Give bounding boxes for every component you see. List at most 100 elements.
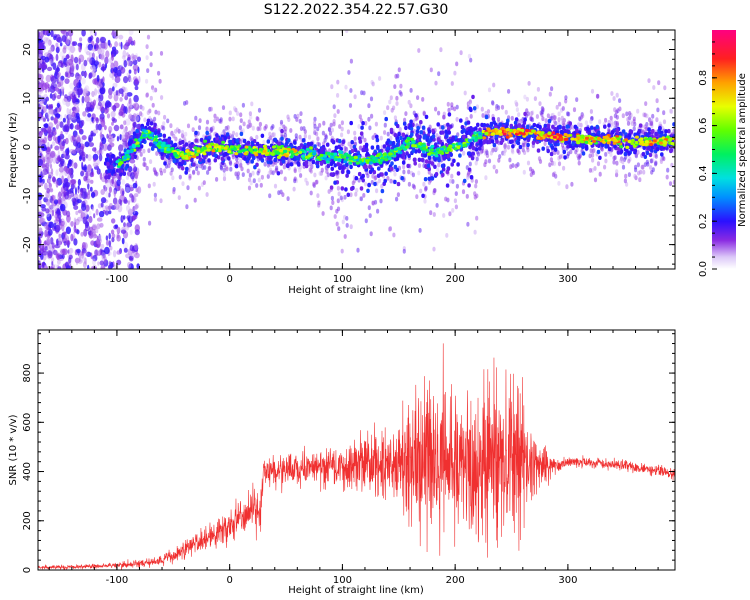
spectrogram-point bbox=[118, 34, 124, 40]
spectrogram-point bbox=[41, 82, 48, 91]
spectrogram-point bbox=[289, 162, 294, 167]
spectrogram-point bbox=[518, 144, 523, 150]
spectrogram-point bbox=[407, 169, 411, 175]
spectrogram-point bbox=[654, 160, 658, 166]
spectrogram-point bbox=[384, 116, 389, 122]
spectrogram-point bbox=[251, 125, 255, 131]
spectrogram-point bbox=[111, 218, 116, 224]
spectrogram-point bbox=[332, 119, 336, 124]
spectrogram-point bbox=[145, 55, 149, 60]
spectrogram-point bbox=[546, 113, 551, 119]
spectrogram-point bbox=[350, 140, 355, 145]
spectrogram-point bbox=[134, 85, 139, 91]
spectrogram-point bbox=[97, 101, 102, 107]
spectrogram-point bbox=[104, 63, 108, 69]
spectrogram-point bbox=[95, 56, 98, 62]
spectrogram-point bbox=[84, 171, 91, 177]
spectrogram-point bbox=[104, 210, 109, 216]
spectrogram-point bbox=[141, 106, 145, 111]
spectrogram-point bbox=[94, 44, 97, 50]
spectrogram-point bbox=[506, 144, 510, 150]
spectrogram-point bbox=[666, 167, 670, 173]
spectrogram-point bbox=[49, 205, 54, 210]
spectrogram-point bbox=[132, 64, 139, 71]
spectrogram-point bbox=[533, 96, 538, 101]
spectrogram-point bbox=[489, 150, 493, 156]
spectrogram-point bbox=[70, 183, 75, 190]
spectrogram-point bbox=[398, 126, 402, 132]
spectrogram-point bbox=[346, 129, 350, 135]
spectrogram-point bbox=[260, 133, 265, 138]
spectrogram-point bbox=[655, 147, 660, 152]
spectrogram-point bbox=[38, 227, 43, 233]
spectrogram-point bbox=[160, 95, 164, 100]
spectrogram-point bbox=[437, 158, 441, 163]
spectrogram-point bbox=[578, 153, 583, 159]
spectrogram-point bbox=[52, 128, 57, 135]
spectrogram-point bbox=[238, 163, 242, 169]
spectrogram-point bbox=[116, 226, 121, 234]
spectrogram-point bbox=[178, 161, 182, 167]
spectrogram-point bbox=[163, 168, 167, 174]
spectrogram-point bbox=[124, 92, 128, 98]
spectrogram-point bbox=[42, 45, 46, 50]
spectrogram-point bbox=[536, 87, 541, 92]
spectrogram-point bbox=[277, 190, 281, 196]
spectrogram-point bbox=[134, 242, 139, 251]
spectrogram-point bbox=[337, 226, 341, 232]
spectrogram-point bbox=[92, 52, 95, 59]
spectrogram-point bbox=[238, 125, 242, 131]
spectrogram-point bbox=[435, 167, 440, 173]
spectrogram-point bbox=[514, 124, 518, 129]
spectrogram-point bbox=[125, 39, 128, 47]
spectrogram-point bbox=[407, 181, 411, 187]
spectrogram-point bbox=[541, 146, 545, 151]
spectrogram-point bbox=[50, 30, 54, 38]
spectrogram-point bbox=[647, 127, 651, 132]
spectrogram-point bbox=[89, 116, 93, 125]
spectrogram-point bbox=[113, 60, 116, 65]
spectrogram-point bbox=[81, 203, 87, 211]
spectrogram-point bbox=[58, 154, 61, 161]
spectrogram-point bbox=[183, 101, 187, 106]
spectrogram-point bbox=[149, 121, 154, 126]
spectrogram-point bbox=[399, 91, 403, 97]
spectrogram-point bbox=[49, 188, 54, 193]
spectrogram-point bbox=[256, 116, 260, 122]
spectrogram-point bbox=[77, 259, 83, 264]
spectrogram-point bbox=[44, 182, 48, 190]
spectrogram-point bbox=[304, 160, 309, 165]
spectrogram-point bbox=[615, 169, 619, 175]
spectrogram-point bbox=[482, 123, 487, 128]
spectrogram-point bbox=[531, 140, 536, 145]
spectrogram-point bbox=[126, 222, 131, 228]
spectrogram-point bbox=[313, 144, 317, 149]
spectrogram-point bbox=[315, 160, 320, 165]
spectrogram-point bbox=[455, 183, 459, 189]
spectrogram-point bbox=[188, 173, 192, 179]
spectrogram-point bbox=[370, 167, 375, 172]
spectrogram-point bbox=[55, 85, 59, 92]
spectrogram-point bbox=[89, 186, 93, 192]
spectrogram-point bbox=[561, 118, 565, 124]
spectrogram-point bbox=[103, 186, 108, 191]
spectrogram-point bbox=[128, 263, 134, 269]
spectrogram-point bbox=[654, 131, 658, 137]
spectrogram-point bbox=[167, 138, 171, 143]
spectrogram-point bbox=[69, 247, 73, 254]
spectrogram-point bbox=[90, 204, 94, 210]
spectrogram-point bbox=[94, 31, 97, 37]
spectrogram-point bbox=[298, 167, 302, 173]
spectrogram-point bbox=[47, 178, 52, 183]
spectrogram-point bbox=[91, 206, 95, 211]
spectrogram-point bbox=[128, 69, 132, 74]
spectrogram-point bbox=[228, 116, 232, 122]
spectrogram-point bbox=[329, 185, 334, 190]
spectrogram-point bbox=[260, 158, 265, 163]
spectrogram-point bbox=[402, 169, 406, 175]
spectrogram-point bbox=[459, 118, 463, 123]
spectrogram-point bbox=[103, 256, 107, 264]
spectrogram-point bbox=[69, 45, 75, 54]
spectrogram-point bbox=[465, 194, 469, 199]
